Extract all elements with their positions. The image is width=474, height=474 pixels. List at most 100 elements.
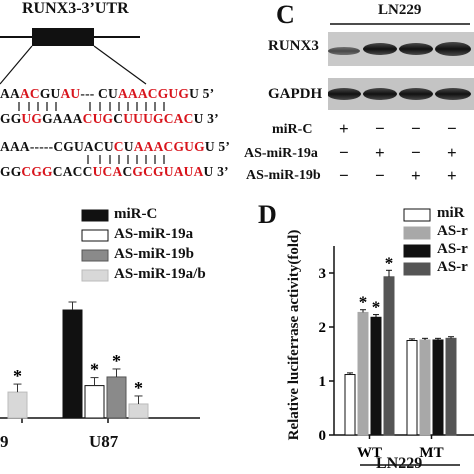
mark-r1-c4: − bbox=[447, 119, 457, 138]
panel-b-chart: * * * * bbox=[0, 301, 200, 423]
bar-d-wt-s1 bbox=[344, 374, 356, 436]
gapdh-band-2 bbox=[363, 88, 397, 100]
gapdh-band-3 bbox=[399, 88, 433, 100]
bar-d-mt-s3 bbox=[432, 339, 444, 436]
nucleotides: U bbox=[193, 111, 204, 126]
treatment-label-mir-c: miR-C bbox=[272, 122, 313, 137]
x-label-9: 9 bbox=[0, 432, 9, 451]
mark-r2-c2: + bbox=[375, 143, 385, 162]
bar-d-wt-s2 bbox=[357, 311, 369, 436]
nucleotides: C bbox=[113, 111, 124, 126]
blot-image bbox=[328, 32, 474, 110]
bar-d-wt-s4 bbox=[383, 276, 395, 436]
d-legend-swatch-3 bbox=[403, 244, 431, 258]
legend-swatch-as-mir-19ab bbox=[81, 269, 109, 282]
legend-swatch-as-mir-19b bbox=[81, 249, 109, 262]
mark-r2-c3: − bbox=[411, 143, 421, 162]
band-label-runx3: RUNX3 bbox=[268, 38, 319, 54]
significance-star: * bbox=[385, 253, 394, 272]
legend-label-as-mir-19ab: AS-miR-19a/b bbox=[114, 266, 206, 282]
significance-star: * bbox=[112, 351, 121, 371]
nucleotides: C bbox=[122, 164, 133, 179]
bar-b-u87-s3 bbox=[106, 376, 127, 419]
x-tick-label: MT bbox=[419, 445, 443, 461]
y-tick-label: 1 bbox=[319, 374, 327, 390]
nucleotides: U bbox=[204, 139, 215, 154]
nucleotides: 5’ bbox=[214, 139, 231, 154]
seq-line-4: GGCGGCACCUCACGCGUAUAU 3’ bbox=[0, 164, 229, 180]
seq-line-2: GGUGGAAACUGCUUUGCACU 3’ bbox=[0, 111, 219, 127]
mark-r2-c4: + bbox=[447, 143, 457, 162]
pairing-bars-1 bbox=[18, 102, 165, 111]
treatment-label-as-mir-19b: AS-miR-19b bbox=[246, 168, 321, 183]
seq-line-3: AAA-----CGUACUCUAAACGUGU 5’ bbox=[0, 139, 230, 155]
nucleotides: 5’ bbox=[199, 86, 215, 101]
legend-swatch-mir-c bbox=[81, 209, 109, 222]
gapdh-bands bbox=[328, 88, 471, 100]
panel-d-legend bbox=[403, 208, 431, 276]
bar-d-wt-s3 bbox=[370, 316, 382, 436]
panel-b-legend bbox=[81, 209, 109, 282]
d-legend-label-1: miR bbox=[437, 205, 465, 221]
nucleotides: AA bbox=[0, 86, 20, 101]
bar-d-mt-s1 bbox=[406, 340, 418, 436]
panel-c-letter: C bbox=[276, 0, 295, 29]
seed-nucleotides: CUG bbox=[82, 111, 114, 126]
d-legend-label-4: AS-r bbox=[437, 259, 468, 275]
gapdh-band-4 bbox=[435, 88, 471, 100]
mark-r3-c2: − bbox=[375, 166, 385, 185]
seed-nucleotides: AC bbox=[19, 86, 40, 101]
d-legend-label-3: AS-r bbox=[437, 241, 468, 257]
runx3-bands bbox=[328, 42, 471, 56]
nucleotides: GAAA bbox=[42, 111, 83, 126]
significance-star: * bbox=[134, 378, 143, 398]
mark-r3-c1: − bbox=[339, 166, 349, 185]
significance-star: * bbox=[359, 293, 368, 312]
mark-r2-c1: − bbox=[339, 143, 349, 162]
nucleotides: U bbox=[123, 139, 134, 154]
seed-nucleotides: AAACGUG bbox=[117, 86, 190, 101]
runx3-band-1 bbox=[328, 47, 360, 55]
legend-label-mir-c: miR-C bbox=[114, 206, 158, 222]
y-tick-label: 2 bbox=[319, 320, 327, 336]
nucleotides: 3’ bbox=[213, 164, 229, 179]
mark-r1-c2: − bbox=[375, 119, 385, 138]
runx3-band-2 bbox=[363, 43, 397, 55]
x-tick-label: WT bbox=[357, 445, 382, 461]
y-tick-label: 0 bbox=[319, 428, 327, 444]
x-label-u87: U87 bbox=[89, 432, 119, 451]
mark-r3-c4: + bbox=[447, 166, 457, 185]
seq-line-1: AAACGUAU--- CUAAACGUGU 5’ bbox=[0, 86, 214, 102]
nucleotides: AAA-----CGUACU bbox=[0, 139, 114, 154]
nucleotides: GG bbox=[0, 164, 22, 179]
seed-nucleotides: AAACGUG bbox=[133, 139, 205, 154]
mark-r3-c3: + bbox=[411, 166, 421, 185]
significance-star: * bbox=[372, 298, 381, 317]
d-legend-label-2: AS-r bbox=[437, 223, 468, 239]
d-legend-swatch-4 bbox=[403, 262, 431, 276]
nucleotides: 3’ bbox=[203, 111, 219, 126]
nucleotides: U bbox=[203, 164, 214, 179]
gapdh-band-1 bbox=[328, 88, 361, 100]
nucleotides: --- CU bbox=[80, 86, 118, 101]
d-legend-swatch-1 bbox=[403, 208, 431, 222]
seed-nucleotides: AU bbox=[60, 86, 81, 101]
runx3-band-4 bbox=[435, 42, 471, 56]
legend-label-as-mir-19a: AS-miR-19a bbox=[114, 226, 194, 242]
d-cell-line-label: LN229 bbox=[376, 455, 423, 472]
panel-c-cell-line-rule bbox=[330, 23, 470, 25]
d-legend-swatch-2 bbox=[403, 226, 431, 240]
bar-b-u87-s2 bbox=[84, 385, 105, 419]
runx3-band-3 bbox=[399, 43, 433, 55]
seed-nucleotides: UCA bbox=[92, 164, 123, 179]
utr-lead-line-left bbox=[0, 45, 33, 85]
panel-c-cell-line: LN229 bbox=[378, 2, 422, 18]
treatment-label-as-mir-19a: AS-miR-19a bbox=[244, 146, 318, 161]
utr-lead-line-right bbox=[93, 45, 147, 85]
bar-b-u87-s1 bbox=[62, 309, 83, 419]
significance-star: * bbox=[90, 360, 99, 380]
seed-nucleotides: C bbox=[113, 139, 124, 154]
nucleotides: GG bbox=[0, 111, 22, 126]
bar-b-u87-s4 bbox=[128, 403, 149, 419]
